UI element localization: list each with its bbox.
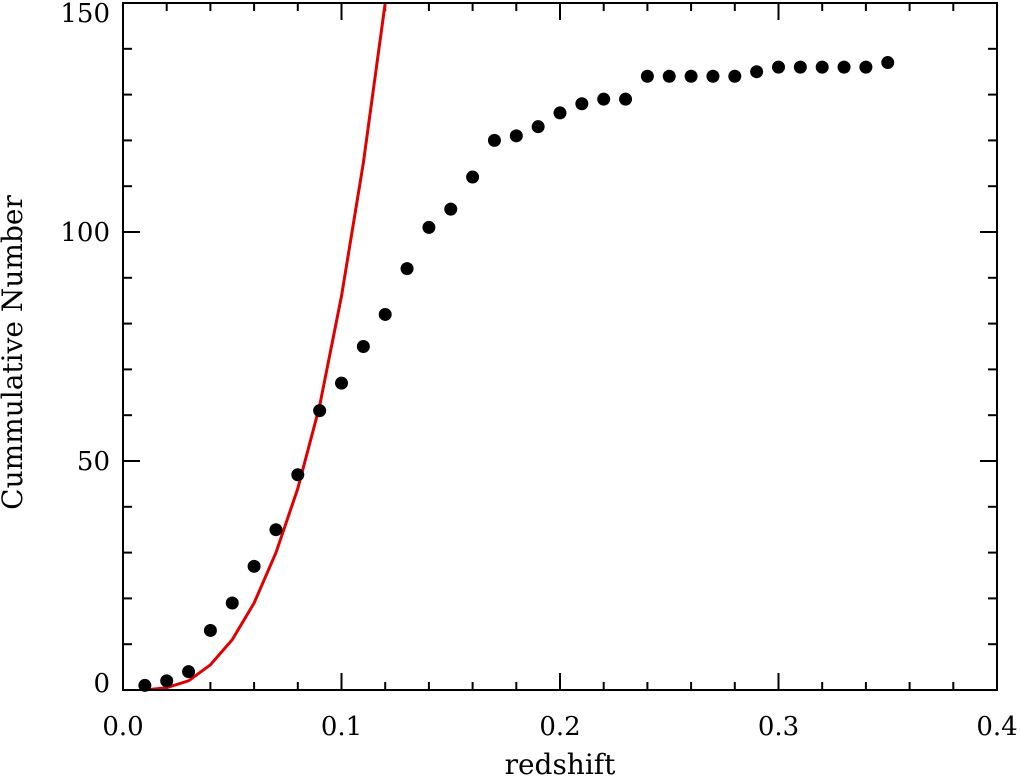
data-point <box>182 665 196 679</box>
data-point <box>247 559 261 573</box>
data-point <box>160 674 174 688</box>
data-point <box>706 69 720 83</box>
x-tick-label: 0.2 <box>539 712 580 742</box>
data-point <box>225 596 239 610</box>
model-curve-line <box>144 2 387 692</box>
data-point <box>378 307 392 321</box>
data-point <box>400 262 414 276</box>
x-tick-label: 0.1 <box>321 712 362 742</box>
major-ticks <box>122 2 998 691</box>
data-point <box>684 69 698 83</box>
plot-frame <box>122 2 998 691</box>
x-tick-label: 0.0 <box>102 712 143 742</box>
y-tick-label: 100 <box>60 218 110 248</box>
data-point <box>466 170 480 184</box>
data-points <box>138 56 895 692</box>
data-point <box>553 106 567 120</box>
data-point <box>662 69 676 83</box>
data-point <box>728 69 742 83</box>
data-point <box>509 129 523 143</box>
x-axis-title: redshift <box>505 748 617 779</box>
data-point <box>881 56 895 70</box>
data-point <box>619 92 633 106</box>
y-tick-label: 50 <box>77 447 110 477</box>
data-point <box>313 404 327 418</box>
data-point <box>750 65 764 79</box>
data-point <box>422 220 436 234</box>
data-point <box>335 376 348 390</box>
data-point <box>138 678 152 692</box>
data-point <box>772 60 785 74</box>
data-point <box>837 60 851 74</box>
data-point <box>575 97 589 111</box>
y-tick-labels: 0 50 100 150 <box>60 0 110 699</box>
x-tick-label: 0.4 <box>976 712 1017 742</box>
data-point <box>203 623 217 637</box>
y-tick-label: 150 <box>60 0 110 29</box>
x-tick-label: 0.3 <box>758 712 799 742</box>
data-point <box>291 468 305 482</box>
data-point <box>269 523 283 537</box>
data-point <box>815 60 829 74</box>
data-point <box>793 60 807 74</box>
y-tick-label: 0 <box>93 669 110 699</box>
x-tick-labels: 0.0 0.1 0.2 0.3 0.4 <box>102 712 1017 742</box>
data-point <box>597 92 611 106</box>
data-point <box>487 133 501 147</box>
y-axis-title: Cummulative Number <box>0 195 29 510</box>
minor-ticks <box>122 2 998 691</box>
data-point <box>356 340 370 353</box>
data-point <box>859 60 873 74</box>
data-point <box>444 202 458 216</box>
data-point <box>640 69 654 83</box>
data-point <box>531 120 545 134</box>
